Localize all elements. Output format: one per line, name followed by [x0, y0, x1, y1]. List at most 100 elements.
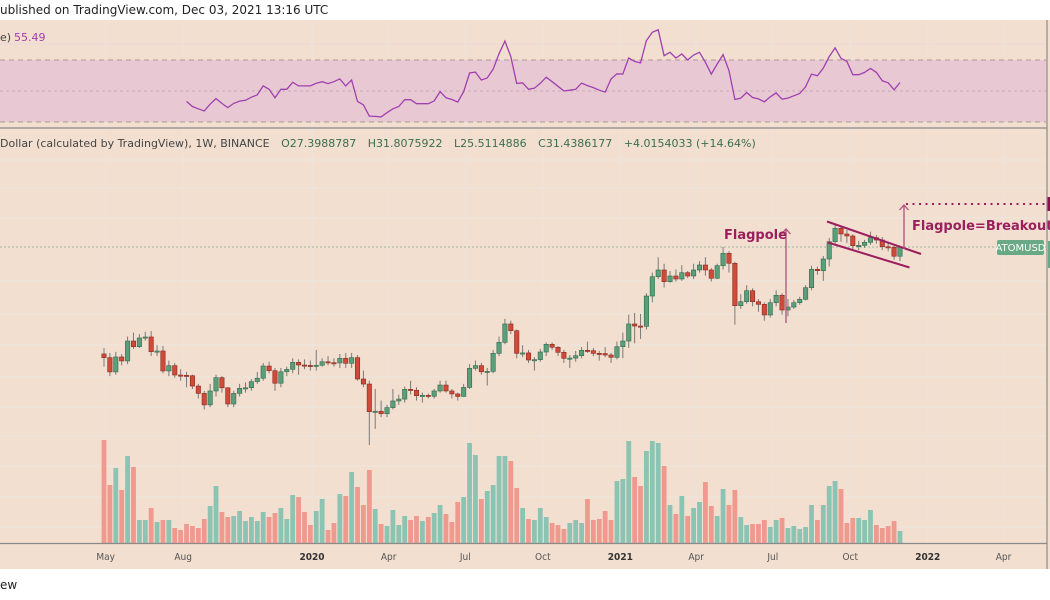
candle-body — [885, 246, 891, 249]
volume-bar — [396, 525, 402, 543]
candle-body — [649, 276, 655, 297]
volume-bar — [172, 528, 178, 543]
candle — [225, 387, 231, 408]
flag-lower-trendline[interactable] — [827, 241, 910, 269]
candle — [626, 314, 632, 348]
candle-body — [638, 325, 644, 328]
candle — [384, 404, 390, 418]
flag-channel[interactable] — [826, 220, 922, 269]
volume-bar — [290, 495, 296, 543]
volume-bar — [561, 529, 567, 543]
candle-body — [767, 302, 773, 316]
volume-bar — [897, 531, 903, 543]
candle-body — [396, 398, 402, 402]
candle — [284, 366, 290, 377]
candle — [484, 367, 490, 386]
volume-bar — [254, 521, 260, 543]
rsi-line — [186, 28, 901, 118]
candle-body — [673, 275, 679, 280]
breakout-label[interactable]: Flagpole=Breakout — [912, 219, 1050, 234]
candle-body — [355, 357, 361, 380]
candle-body — [555, 346, 561, 353]
candle — [531, 357, 537, 371]
volume-bar — [136, 520, 142, 543]
volume-bar — [478, 499, 484, 543]
flagpole-label[interactable]: Flagpole — [724, 228, 787, 243]
candle — [614, 341, 620, 360]
volume-bar — [585, 499, 590, 543]
candle-body — [614, 346, 620, 358]
volume-bar — [815, 520, 820, 543]
volume-bar — [272, 513, 278, 543]
candle-body — [130, 340, 136, 348]
candle — [172, 362, 178, 378]
candle — [301, 359, 307, 370]
legend: Dollar (calculated by TradingView), 1W, … — [0, 137, 756, 150]
volume-bar — [237, 511, 243, 543]
volume-bar — [726, 505, 732, 543]
candle-body — [372, 410, 378, 413]
time-axis[interactable]: May Aug 2020 Apr Jul Oct 2021 Apr Jul Oct 2022 Apr — [96, 552, 1011, 563]
candle-body — [284, 369, 290, 373]
candle-body — [154, 350, 160, 353]
candle-body — [225, 387, 231, 405]
volume-bar — [296, 497, 301, 543]
volume-bar — [355, 487, 360, 543]
candle-body — [496, 342, 502, 354]
candle-body — [266, 365, 272, 371]
volume-bar — [284, 519, 290, 543]
volume-bar — [313, 511, 319, 543]
volume-bar — [590, 520, 596, 543]
candle-body — [337, 358, 343, 364]
legend-close: C31.4386177 — [538, 137, 612, 150]
candle-body — [826, 241, 832, 260]
volume-bar — [249, 517, 254, 543]
volume-bar — [278, 508, 284, 543]
volume-bar — [885, 526, 891, 543]
volume-bar — [767, 527, 773, 543]
volume-bar — [720, 489, 726, 543]
candle — [154, 345, 160, 357]
candle — [850, 234, 856, 250]
volume-bar — [691, 508, 696, 543]
candle — [814, 266, 820, 275]
volume-bar — [107, 485, 113, 543]
candle — [720, 246, 726, 270]
candle — [278, 367, 284, 388]
candle — [643, 293, 649, 330]
rsi-value: 55.49 — [14, 31, 46, 44]
candle-body — [243, 387, 249, 390]
candle-body — [402, 389, 408, 400]
candle — [478, 362, 484, 375]
candle-body — [272, 370, 278, 384]
candle-body — [101, 353, 107, 358]
candle-body — [685, 272, 691, 277]
candle-body — [301, 364, 307, 367]
breakout-arrow[interactable] — [899, 204, 909, 249]
candle — [579, 346, 585, 359]
volume-bar — [243, 521, 248, 543]
volume-bar — [502, 456, 508, 543]
volume-bar — [166, 520, 172, 543]
flagpole-arrow[interactable] — [781, 228, 791, 323]
candle — [307, 360, 313, 371]
candle — [638, 314, 644, 339]
volume-bar — [219, 512, 225, 543]
candle — [266, 361, 272, 374]
volume-bar — [160, 520, 166, 543]
candle-body — [307, 365, 313, 367]
volume-bar — [667, 505, 673, 543]
candle — [419, 392, 425, 403]
candle-body — [231, 393, 237, 405]
flag-upper-trendline[interactable] — [826, 220, 922, 255]
candle — [573, 350, 579, 362]
candle-body — [643, 295, 649, 327]
volume-bar — [195, 528, 201, 543]
candle-body — [254, 377, 260, 382]
volume-bar — [425, 517, 431, 543]
volume-bar — [113, 468, 119, 543]
candle — [767, 299, 773, 318]
volume-bar — [131, 467, 136, 543]
candle — [632, 312, 638, 344]
